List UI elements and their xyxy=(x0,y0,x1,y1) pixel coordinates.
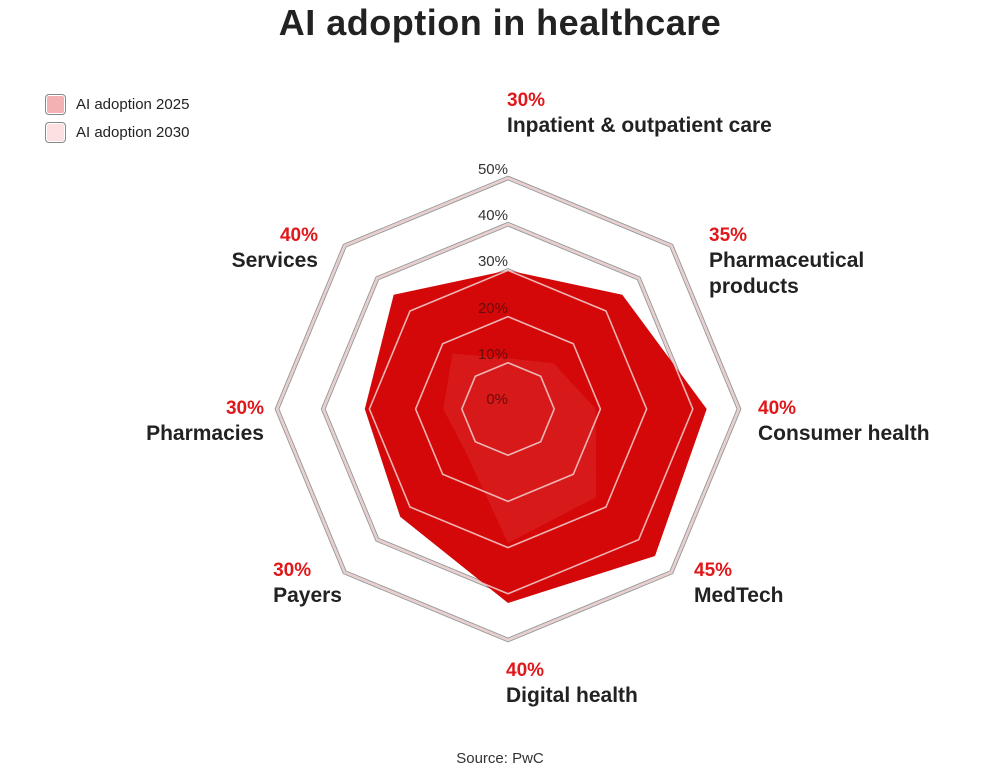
category-highlight: 30% xyxy=(225,398,264,419)
series-2030-area xyxy=(364,270,707,603)
legend: AI adoption 2025 AI adoption 2030 xyxy=(46,90,189,146)
grid-ring-over-fill xyxy=(368,269,648,549)
category-name-line2: products xyxy=(709,275,799,298)
legend-label-2030: AI adoption 2030 xyxy=(76,123,190,141)
legend-label-2025: AI adoption 2025 xyxy=(76,95,190,113)
category-pharmacies: 30% Pharmacies xyxy=(146,397,264,447)
legend-item-2025: AI adoption 2025 xyxy=(46,90,189,118)
legend-swatch-2030 xyxy=(46,122,65,142)
grid-ring-over-fill xyxy=(460,361,556,457)
category-name-line1: Pharmaceutical xyxy=(709,249,865,272)
series-2025-area xyxy=(443,353,597,543)
category-highlight: 40% xyxy=(506,660,545,681)
radial-tick-label: 30% xyxy=(477,253,508,271)
category-highlight: 40% xyxy=(279,225,318,246)
category-highlight: 30% xyxy=(507,90,546,111)
radial-tick-label: 0% xyxy=(486,391,508,408)
category-name: Digital health xyxy=(506,684,638,707)
category-services: 40% Services xyxy=(232,224,318,274)
category-name: Consumer health xyxy=(758,422,930,445)
category-consumer-health: 40% Consumer health xyxy=(758,397,930,447)
category-digital-health: 40% Digital health xyxy=(506,659,638,709)
category-payers: 30% Payers xyxy=(273,559,342,609)
category-pharmaceutical: 35% Pharmaceutical products xyxy=(709,224,864,300)
legend-swatch-2025 xyxy=(46,94,65,114)
grid-ring-over-fill xyxy=(276,177,740,641)
category-highlight: 45% xyxy=(694,560,733,581)
radial-tick-label: 40% xyxy=(477,207,508,225)
chart-title: AI adoption in healthcare xyxy=(278,2,722,43)
radial-tick-label: 10% xyxy=(477,345,508,363)
category-name: Inpatient & outpatient care xyxy=(507,114,772,137)
category-medtech: 45% MedTech xyxy=(694,559,783,609)
category-name: Payers xyxy=(273,584,342,607)
category-highlight: 35% xyxy=(709,225,748,246)
category-inpatient: 30% Inpatient & outpatient care xyxy=(507,89,772,139)
radar-series xyxy=(364,270,707,603)
radar-grid-inner xyxy=(276,177,740,641)
source-note: Source: PwC xyxy=(456,750,544,767)
grid-ring-over-fill xyxy=(414,315,602,503)
category-highlight: 30% xyxy=(273,560,312,581)
category-name: MedTech xyxy=(694,584,784,607)
category-name: Pharmacies xyxy=(146,422,264,445)
grid-ring-over-fill xyxy=(322,223,694,595)
legend-item-2030: AI adoption 2030 xyxy=(46,118,189,146)
category-highlight: 40% xyxy=(758,398,797,419)
radial-tick-label: 50% xyxy=(477,161,508,178)
category-name: Services xyxy=(231,249,318,272)
radial-tick-label: 20% xyxy=(477,299,508,317)
